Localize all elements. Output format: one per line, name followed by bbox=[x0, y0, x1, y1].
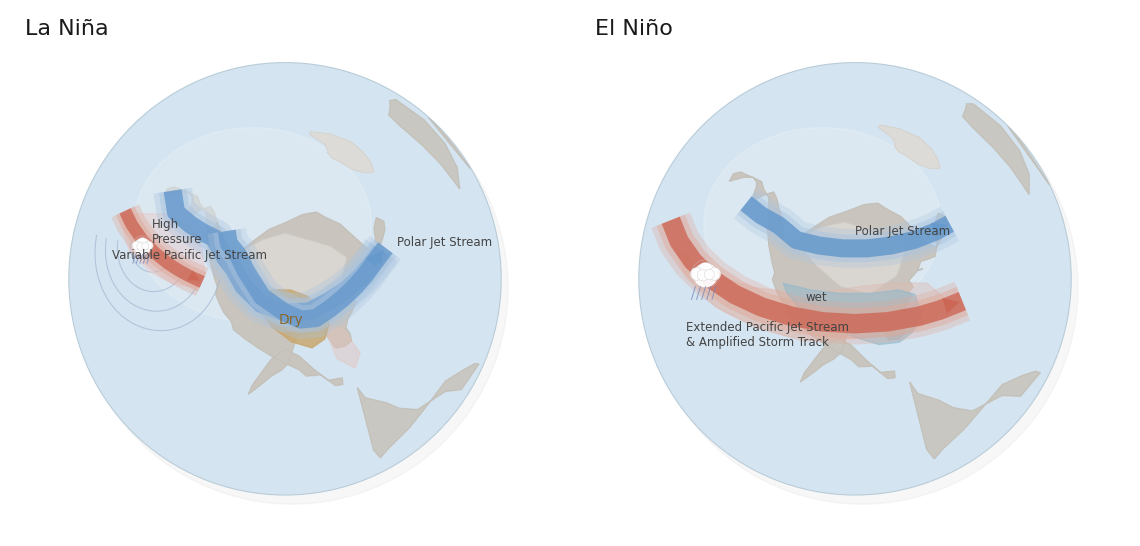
Polygon shape bbox=[121, 214, 205, 287]
Polygon shape bbox=[114, 181, 233, 233]
Circle shape bbox=[690, 268, 703, 280]
Circle shape bbox=[135, 239, 150, 254]
Text: Polar Jet Stream: Polar Jet Stream bbox=[855, 224, 950, 238]
Ellipse shape bbox=[646, 72, 1078, 504]
Circle shape bbox=[705, 269, 715, 280]
Text: Polar Jet Stream: Polar Jet Stream bbox=[397, 236, 492, 250]
Ellipse shape bbox=[703, 128, 942, 322]
Polygon shape bbox=[879, 125, 940, 169]
Text: Variable Pacific Jet Stream: Variable Pacific Jet Stream bbox=[112, 250, 267, 263]
Circle shape bbox=[698, 263, 714, 278]
Circle shape bbox=[132, 241, 141, 250]
Circle shape bbox=[708, 268, 720, 280]
Circle shape bbox=[68, 63, 502, 495]
Text: High
Pressure: High Pressure bbox=[153, 218, 203, 246]
Polygon shape bbox=[357, 364, 479, 458]
Text: Dry: Dry bbox=[279, 313, 303, 327]
Polygon shape bbox=[962, 104, 1029, 194]
Circle shape bbox=[141, 242, 149, 250]
Polygon shape bbox=[797, 223, 904, 293]
Polygon shape bbox=[323, 324, 360, 368]
Text: Extended Pacific Jet Stream
& Amplified Storm Track: Extended Pacific Jet Stream & Amplified … bbox=[686, 321, 849, 349]
Text: wet: wet bbox=[805, 290, 826, 304]
Polygon shape bbox=[429, 117, 471, 169]
Circle shape bbox=[70, 64, 500, 494]
Ellipse shape bbox=[133, 128, 372, 322]
Polygon shape bbox=[783, 283, 922, 345]
Polygon shape bbox=[389, 99, 459, 189]
Polygon shape bbox=[670, 236, 946, 341]
Polygon shape bbox=[309, 132, 374, 173]
Circle shape bbox=[137, 238, 148, 248]
Polygon shape bbox=[730, 172, 946, 382]
Polygon shape bbox=[237, 234, 347, 304]
Polygon shape bbox=[1008, 127, 1049, 185]
Circle shape bbox=[638, 63, 1072, 495]
Ellipse shape bbox=[76, 72, 508, 504]
Text: El Niño: El Niño bbox=[595, 19, 673, 39]
Circle shape bbox=[137, 242, 145, 251]
Polygon shape bbox=[261, 290, 329, 348]
Circle shape bbox=[145, 241, 153, 250]
Polygon shape bbox=[910, 371, 1041, 459]
Circle shape bbox=[698, 269, 709, 281]
Polygon shape bbox=[163, 187, 385, 394]
Circle shape bbox=[640, 64, 1070, 494]
Circle shape bbox=[694, 264, 717, 287]
Text: La Niña: La Niña bbox=[25, 19, 108, 39]
